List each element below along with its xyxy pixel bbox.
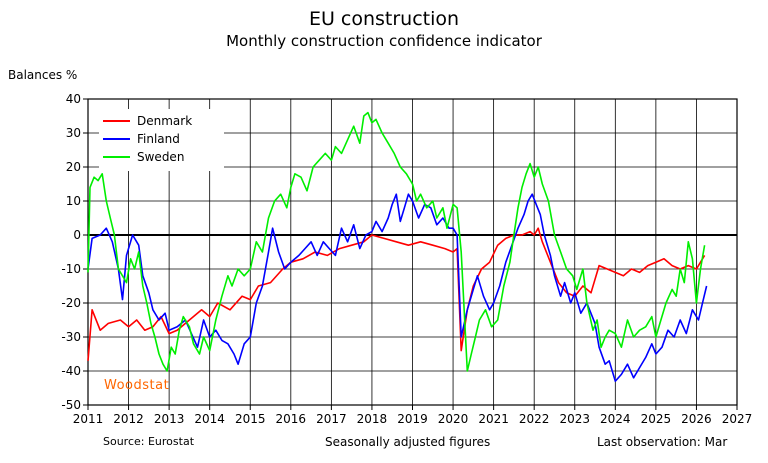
last-observation-note: Last observation: Mar bbox=[597, 435, 728, 449]
y-tick-label: 40 bbox=[66, 92, 81, 106]
x-tick-label: 2016 bbox=[276, 412, 307, 426]
y-axis-label: Balances % bbox=[8, 68, 78, 82]
x-tick-label: 2017 bbox=[316, 412, 347, 426]
legend-label-denmark: Denmark bbox=[137, 114, 192, 128]
y-tick-label: 20 bbox=[66, 160, 81, 174]
y-tick-label: 0 bbox=[73, 228, 81, 242]
y-tick-label: -20 bbox=[61, 296, 81, 310]
x-tick-label: 2014 bbox=[194, 412, 225, 426]
y-tick-label: 10 bbox=[66, 194, 81, 208]
x-tick-label: 2019 bbox=[397, 412, 428, 426]
chart-title: EU construction bbox=[308, 8, 460, 30]
y-tick-label: 30 bbox=[66, 126, 81, 140]
x-tick-label: 2015 bbox=[235, 412, 266, 426]
x-tick-label: 2024 bbox=[600, 412, 631, 426]
y-tick-label: -30 bbox=[61, 330, 81, 344]
x-tick-label: 2013 bbox=[154, 412, 185, 426]
legend-label-finland: Finland bbox=[137, 132, 180, 146]
y-tick-label: -40 bbox=[61, 364, 81, 378]
y-tick-label: -10 bbox=[61, 262, 81, 276]
series-line-sweden bbox=[87, 111, 706, 372]
chart-subtitle: Monthly construction confidence indicato… bbox=[226, 32, 542, 50]
x-tick-label: 2022 bbox=[519, 412, 550, 426]
adjustment-note: Seasonally adjusted figures bbox=[325, 435, 491, 449]
x-tick-label: 2023 bbox=[559, 412, 590, 426]
legend-label-sweden: Sweden bbox=[137, 150, 184, 164]
x-tick-label: 2012 bbox=[113, 412, 144, 426]
series-line-denmark bbox=[87, 227, 706, 361]
y-tick-label: -50 bbox=[61, 398, 81, 412]
x-tick-label: 2018 bbox=[357, 412, 388, 426]
woodstat-logo: Woodstat bbox=[104, 378, 169, 393]
x-tick-label: 2021 bbox=[478, 412, 509, 426]
x-tick-label: 2027 bbox=[722, 412, 753, 426]
source-note: Source: Eurostat bbox=[103, 435, 195, 448]
series-line-finland bbox=[87, 193, 708, 382]
x-tick-label: 2011 bbox=[73, 412, 104, 426]
x-tick-label: 2025 bbox=[641, 412, 672, 426]
x-tick-label: 2020 bbox=[438, 412, 469, 426]
x-tick-label: 2026 bbox=[681, 412, 712, 426]
